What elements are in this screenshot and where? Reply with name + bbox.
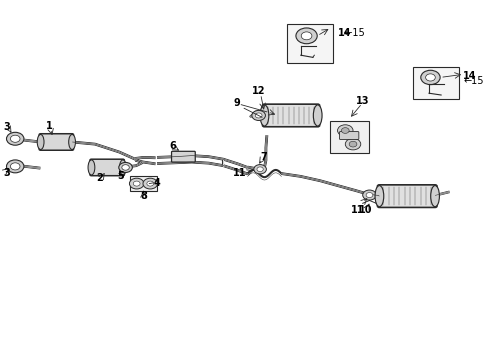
Circle shape [420, 70, 439, 85]
Text: 11: 11 [350, 205, 364, 215]
Circle shape [366, 193, 372, 198]
Circle shape [133, 181, 140, 186]
Circle shape [425, 74, 434, 81]
Text: 14: 14 [462, 71, 476, 81]
Circle shape [348, 141, 356, 147]
Ellipse shape [119, 160, 126, 175]
FancyBboxPatch shape [262, 104, 319, 127]
FancyBboxPatch shape [39, 134, 73, 150]
Ellipse shape [37, 134, 44, 149]
Ellipse shape [68, 134, 75, 149]
Text: 10: 10 [359, 206, 372, 216]
Circle shape [255, 113, 262, 118]
Text: 11: 11 [232, 168, 245, 178]
Circle shape [122, 165, 129, 170]
Text: 6: 6 [169, 141, 176, 151]
Circle shape [6, 160, 24, 173]
Circle shape [337, 125, 352, 136]
Ellipse shape [313, 105, 322, 126]
Text: 1: 1 [45, 121, 52, 131]
Text: ←15: ←15 [338, 28, 364, 37]
Circle shape [251, 111, 265, 121]
Ellipse shape [430, 185, 439, 207]
Text: ←15: ←15 [462, 76, 483, 86]
Text: 5: 5 [117, 171, 124, 181]
Circle shape [295, 28, 317, 44]
Circle shape [256, 167, 263, 172]
Ellipse shape [374, 185, 383, 207]
Circle shape [6, 132, 24, 145]
Bar [287, 24, 333, 63]
FancyBboxPatch shape [377, 185, 436, 207]
Ellipse shape [88, 160, 95, 175]
Text: 3: 3 [3, 122, 10, 132]
Bar [412, 67, 458, 99]
Text: 8: 8 [140, 191, 146, 201]
Text: 2: 2 [96, 173, 103, 183]
Circle shape [345, 138, 360, 150]
Text: 12: 12 [251, 86, 265, 96]
Text: 3: 3 [3, 168, 10, 178]
Bar [130, 176, 157, 191]
Text: 4: 4 [153, 178, 160, 188]
Circle shape [362, 190, 375, 200]
Circle shape [341, 128, 348, 134]
Text: 9: 9 [233, 98, 239, 108]
FancyBboxPatch shape [90, 159, 124, 176]
Circle shape [119, 162, 132, 172]
FancyBboxPatch shape [339, 132, 358, 139]
Circle shape [129, 178, 143, 189]
Circle shape [253, 165, 266, 174]
Circle shape [10, 135, 20, 142]
Text: 13: 13 [355, 96, 368, 106]
Circle shape [146, 181, 153, 186]
Circle shape [10, 163, 20, 170]
Bar [329, 121, 368, 153]
Circle shape [301, 32, 311, 40]
FancyBboxPatch shape [171, 151, 195, 162]
Circle shape [142, 178, 157, 189]
Text: 7: 7 [260, 152, 266, 162]
Ellipse shape [260, 105, 268, 126]
Text: 14: 14 [338, 28, 351, 37]
